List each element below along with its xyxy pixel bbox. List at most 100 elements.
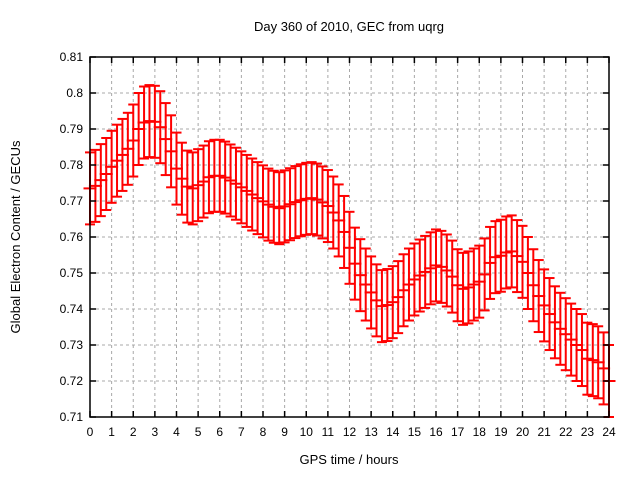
- x-tick-label: 4: [173, 425, 180, 439]
- error-bar: [224, 143, 238, 218]
- x-tick-label: 8: [260, 425, 267, 439]
- error-bar: [305, 161, 319, 236]
- y-tick-label: 0.76: [60, 230, 84, 244]
- error-bar: [532, 259, 546, 334]
- error-bar: [294, 163, 308, 238]
- error-bar: [191, 148, 205, 223]
- error-bar: [272, 171, 286, 246]
- error-bar: [110, 123, 124, 198]
- error-bar: [288, 165, 302, 240]
- error-bar: [353, 238, 367, 313]
- y-tick-label: 0.79: [60, 122, 84, 136]
- error-bar: [315, 165, 329, 240]
- error-bar: [472, 244, 486, 319]
- error-bar: [213, 138, 227, 213]
- error-bar: [537, 268, 551, 343]
- error-bar: [402, 247, 416, 322]
- y-tick-label: 0.72: [60, 374, 84, 388]
- y-tick-label: 0.73: [60, 338, 84, 352]
- x-tick-label: 5: [195, 425, 202, 439]
- x-tick-labels: 0 1 2 3 4 5 6 7 8 9 10 11 12 13 14 15 16 17 18 19 20 21 22 23 24: [87, 425, 616, 439]
- error-bar: [488, 220, 502, 295]
- error-bars-layer: [83, 84, 616, 418]
- x-tick-label: 13: [364, 425, 378, 439]
- x-tick-label: 16: [429, 425, 443, 439]
- error-bar: [456, 251, 470, 326]
- error-bar: [126, 103, 140, 178]
- error-bar: [251, 161, 265, 236]
- error-bar: [132, 92, 146, 166]
- error-bar: [397, 253, 411, 328]
- error-bar: [494, 218, 508, 293]
- y-tick-label: 0.81: [60, 50, 84, 64]
- y-tick-label: 0.75: [60, 266, 84, 280]
- error-bar: [461, 250, 475, 325]
- y-tick-label: 0.78: [60, 158, 84, 172]
- error-bar: [321, 169, 335, 244]
- x-tick-label: 20: [516, 425, 530, 439]
- x-tick-label: 14: [386, 425, 400, 439]
- x-tick-label: 23: [581, 425, 595, 439]
- error-bar: [516, 224, 529, 299]
- x-tick-label: 7: [238, 425, 245, 439]
- tick-marks-layer: [89, 56, 610, 418]
- error-bar: [170, 131, 183, 206]
- y-tick-label: 0.77: [60, 194, 84, 208]
- error-bar: [413, 238, 427, 313]
- error-bar: [218, 140, 232, 215]
- error-bar: [121, 111, 135, 186]
- error-bar: [591, 325, 605, 400]
- error-bar: [586, 323, 600, 398]
- error-bar: [548, 285, 562, 360]
- error-bar: [543, 277, 557, 352]
- x-axis-label: GPS time / hours: [300, 452, 399, 467]
- error-bar: [332, 183, 346, 258]
- x-tick-label: 9: [281, 425, 288, 439]
- y-tick-label: 0.74: [60, 302, 84, 316]
- error-bar: [148, 84, 162, 159]
- error-bar: [434, 229, 448, 304]
- error-bar: [364, 255, 378, 330]
- error-bar: [88, 148, 102, 223]
- x-tick-label: 1: [108, 425, 115, 439]
- error-bar: [440, 233, 454, 308]
- error-bar: [570, 308, 584, 382]
- error-bar: [580, 321, 594, 396]
- error-bar: [153, 90, 167, 165]
- error-bar: [559, 297, 573, 372]
- error-bar: [343, 210, 356, 285]
- error-bar: [386, 265, 400, 340]
- error-bar: [510, 219, 524, 294]
- error-bar: [564, 302, 578, 377]
- error-bar: [521, 236, 535, 310]
- error-bar: [375, 269, 389, 344]
- error-bar: [180, 149, 194, 224]
- error-bar: [418, 234, 432, 309]
- error-bar: [278, 169, 292, 244]
- x-tick-label: 11: [322, 425, 335, 439]
- error-bar: [380, 268, 394, 343]
- error-bar: [505, 214, 519, 289]
- error-bar: [240, 153, 254, 228]
- error-bar: [229, 146, 243, 221]
- error-bar: [451, 248, 465, 323]
- x-tick-label: 6: [216, 425, 223, 439]
- error-bar: [164, 114, 178, 189]
- error-bar: [575, 313, 589, 388]
- error-bar: [478, 237, 492, 312]
- x-tick-label: 21: [537, 425, 551, 439]
- x-tick-label: 3: [152, 425, 159, 439]
- error-bar: [337, 194, 351, 269]
- x-tick-label: 10: [300, 425, 314, 439]
- x-tick-label: 2: [130, 425, 137, 439]
- x-tick-label: 0: [87, 425, 94, 439]
- error-bar: [202, 140, 216, 215]
- error-bar: [197, 144, 211, 219]
- error-bar: [99, 137, 113, 211]
- y-tick-label: 0.8: [66, 86, 83, 100]
- error-bar: [499, 215, 513, 290]
- y-axis-label: Global Electron Content / GECUs: [8, 140, 23, 333]
- error-bar: [267, 169, 281, 244]
- y-tick-label: 0.71: [60, 410, 84, 424]
